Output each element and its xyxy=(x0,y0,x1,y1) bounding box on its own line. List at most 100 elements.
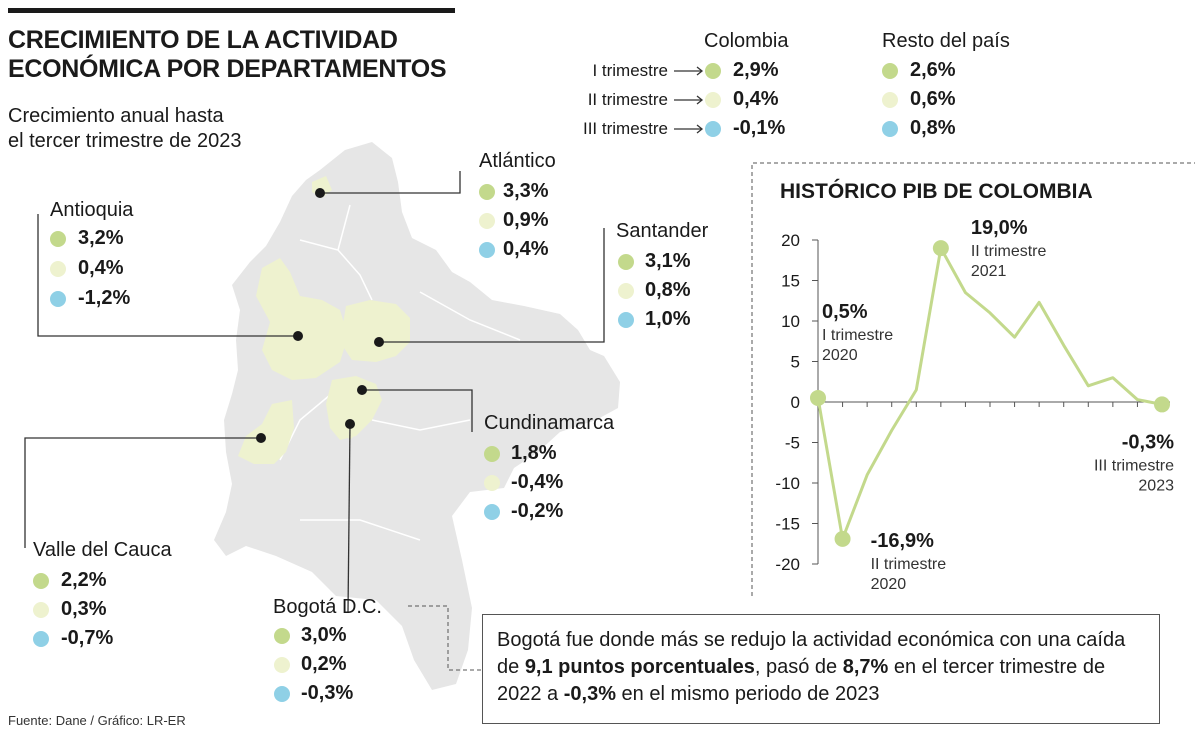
annotated-point xyxy=(834,530,851,547)
connector-antioquia xyxy=(37,214,298,337)
resto-q1-value: 2,6% xyxy=(910,59,956,81)
valle-q3-value: -0,7% xyxy=(61,627,114,649)
santander-q2-dot xyxy=(618,283,634,299)
country-shape xyxy=(214,142,620,690)
antioquia-q2-value: 0,4% xyxy=(78,257,124,279)
dot-cundinamarca xyxy=(357,385,367,395)
note-bold-1: 9,1 puntos porcentuales xyxy=(524,656,755,678)
bogota-name: Bogotá D.C. xyxy=(273,596,382,618)
subtitle-line-2: el tercer trimestre de 2023 xyxy=(8,130,242,152)
cundinamarca-q1-value: 1,8% xyxy=(511,442,557,464)
cundinamarca-q2-value: -0,4% xyxy=(511,471,564,493)
resto-q2-dot xyxy=(882,92,898,108)
santander-q3-value: 1,0% xyxy=(645,308,691,330)
connector-atlantico xyxy=(320,171,461,194)
connector-lines xyxy=(24,171,605,613)
legend-q2-label: II trimestre xyxy=(587,90,668,109)
cundinamarca-name: Cundinamarca xyxy=(484,412,615,434)
y-tick-label: -20 xyxy=(775,555,800,574)
atlantico-q2-value: 0,9% xyxy=(503,209,549,231)
y-tick-label: 10 xyxy=(781,312,800,331)
y-axis: 20 15 10 5 0 -5 -10 -15 -20 xyxy=(775,231,1170,574)
title-line-1: CRECIMIENTO DE LA ACTIVIDAD xyxy=(8,26,398,54)
boundaries xyxy=(279,204,521,541)
resto-q3-dot xyxy=(882,121,898,137)
colombia-q1-value: 2,9% xyxy=(733,59,779,81)
annotation-period: II trimestre xyxy=(971,243,1047,260)
antioquia-q1-value: 3,2% xyxy=(78,227,124,249)
annotated-point xyxy=(932,240,949,257)
y-tick-label: 20 xyxy=(781,231,800,250)
colombia-q2-dot xyxy=(705,92,721,108)
arrow-head-q3 xyxy=(696,124,704,134)
title-line-2: ECONÓMICA POR DEPARTAMENTOS xyxy=(8,55,447,83)
annotation-period: II trimestre xyxy=(871,556,947,573)
bogota-note-text: Bogotá fue donde más se redujo la activi… xyxy=(497,627,1152,708)
gdp-series xyxy=(816,246,1163,541)
atlantico-q1-dot xyxy=(479,184,495,200)
title-rule xyxy=(8,8,455,13)
note-leader xyxy=(408,605,482,671)
connector-bogota xyxy=(347,423,351,613)
chart-dashed-border xyxy=(751,162,1195,596)
arrow-head-q1 xyxy=(696,66,704,76)
annotation-year: 2021 xyxy=(971,263,1007,280)
antioquia-q1-dot xyxy=(50,231,66,247)
bogota-q3-dot xyxy=(274,686,290,702)
atlantico-q1-value: 3,3% xyxy=(503,180,549,202)
legend-q3-label: III trimestre xyxy=(582,119,668,138)
y-tick-label: -5 xyxy=(785,434,800,453)
atlantico-q3-dot xyxy=(479,242,495,258)
santander-q3-dot xyxy=(618,312,634,328)
santander-name: Santander xyxy=(616,220,709,242)
valle-q3-dot xyxy=(33,631,49,647)
bogota-q1-value: 3,0% xyxy=(301,624,347,646)
annotation-value: 0,5% xyxy=(822,301,868,323)
colombia-q1-dot xyxy=(705,63,721,79)
y-tick-label: 0 xyxy=(791,393,800,412)
annotation-value: -0,3% xyxy=(1122,431,1174,453)
antioquia-name: Antioquia xyxy=(50,199,134,221)
y-tick-label: 5 xyxy=(791,353,800,372)
cundinamarca-q3-dot xyxy=(484,504,500,520)
connector-santander xyxy=(379,228,605,343)
colombia-name: Colombia xyxy=(704,30,789,52)
chart-title: HISTÓRICO PIB DE COLOMBIA xyxy=(780,180,1093,203)
annotation-year: 2020 xyxy=(822,347,858,364)
antioquia-block: Antioquia xyxy=(50,199,133,222)
antioquia-q3-value: -1,2% xyxy=(78,287,131,309)
antioquia-q3-dot xyxy=(50,291,66,307)
legend-arrows xyxy=(674,66,704,134)
resto-name: Resto del país xyxy=(882,30,1010,52)
subtitle-line-1: Crecimiento anual hasta xyxy=(8,105,224,127)
annotation-year: 2023 xyxy=(1138,477,1174,494)
page-title: CRECIMIENTO DE LA ACTIVIDAD ECONÓMICA PO… xyxy=(8,26,468,84)
source-credit: Fuente: Dane / Gráfico: LR-ER xyxy=(8,713,186,728)
annotation-value: -16,9% xyxy=(871,530,935,552)
annotated-point xyxy=(810,389,826,406)
page-subtitle: Crecimiento anual hasta el tercer trimes… xyxy=(8,104,308,154)
y-tick-label: -15 xyxy=(775,515,800,534)
dot-bogota xyxy=(345,419,355,429)
dot-santander xyxy=(374,337,384,347)
bogota-q2-dot xyxy=(274,657,290,673)
valle-name: Valle del Cauca xyxy=(33,539,172,561)
cundinamarca-q2-dot xyxy=(484,475,500,491)
valle-q2-dot xyxy=(33,602,49,618)
cundinamarca-q3-value: -0,2% xyxy=(511,500,564,522)
annotation-value: 19,0% xyxy=(971,220,1028,239)
bogota-q2-value: 0,2% xyxy=(301,653,347,675)
valle-q2-value: 0,3% xyxy=(61,598,107,620)
resto-q3-value: 0,8% xyxy=(910,117,956,139)
antioquia-q2-dot xyxy=(50,261,66,277)
y-tick-label: 15 xyxy=(781,272,800,291)
santander-q2-value: 0,8% xyxy=(645,279,691,301)
colombia-q3-value: -0,1% xyxy=(733,117,786,139)
santander-q1-value: 3,1% xyxy=(645,250,691,272)
colombia-q3-dot xyxy=(705,121,721,137)
resto-q1-dot xyxy=(882,63,898,79)
bogota-q1-dot xyxy=(274,628,290,644)
valle-shape xyxy=(238,400,294,464)
annotation-year: 2020 xyxy=(871,576,907,593)
